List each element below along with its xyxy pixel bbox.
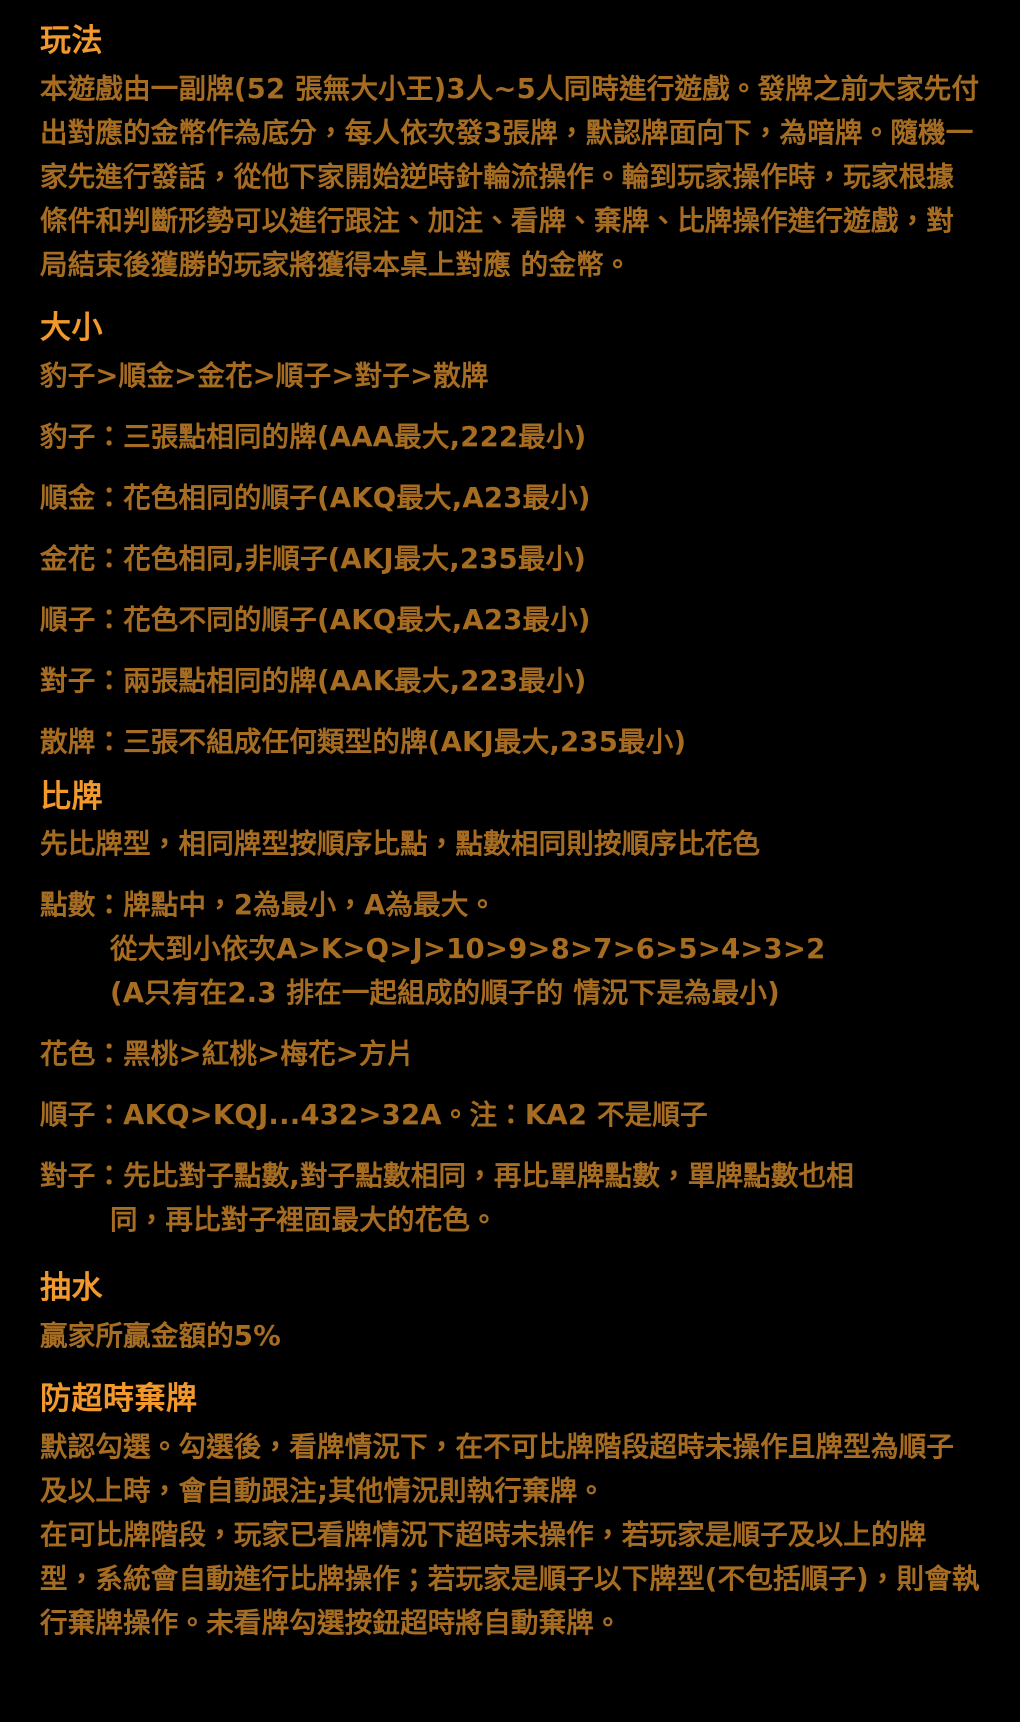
compare-pair-line-2: 同，再比對子裡面最大的花色。 <box>110 1204 498 1237</box>
section-heading-timeout-fold: 防超時棄牌 <box>40 1381 198 1417</box>
section-heading-compare: 比牌 <box>40 778 103 815</box>
section-heading-gameplay: 玩法 <box>40 23 103 59</box>
ranking-list: 豹子>順金>金花>順子>對子>散牌 豹子：三張點相同的牌(AAA最大,222最小… <box>40 354 980 764</box>
section-timeout-fold: 防超時棄牌 默認勾選。勾選後，看牌情況下，在不可比牌階段超時未操作且牌型為順子及… <box>40 1380 980 1645</box>
spacer <box>40 1362 980 1380</box>
ranking-item-flush: 金花：花色相同,非順子(AKJ最大,235最小) <box>40 542 587 575</box>
compare-points-note: (A只有在2.3 排在一起組成的順子的 情況下是為最小) <box>110 977 780 1010</box>
gameplay-paragraph: 本遊戲由一副牌(52 張無大小王)3人~5人同時進行遊戲。發牌之前大家先付出對應… <box>40 72 980 281</box>
compare-points-sequence: 從大到小依次A>K>Q>J>10>9>8>7>6>5>4>3>2 <box>110 933 826 966</box>
compare-intro-line: 先比牌型，相同牌型按順序比點，點數相同則按順序比花色 <box>40 828 761 861</box>
compare-pair-line-1: 對子：先比對子點數,對子點數相同，再比單牌點數，單牌點數也相 <box>40 1160 854 1193</box>
ranking-item-straight: 順子：花色不同的順子(AKQ最大,A23最小) <box>40 603 591 636</box>
section-gameplay: 玩法 本遊戲由一副牌(52 張無大小王)3人~5人同時進行遊戲。發牌之前大家先付… <box>40 22 980 287</box>
rake-line: 贏家所贏金額的5% <box>40 1320 281 1352</box>
section-ranking: 大小 豹子>順金>金花>順子>對子>散牌 豹子：三張點相同的牌(AAA最大,22… <box>40 309 980 764</box>
section-heading-ranking: 大小 <box>40 309 103 346</box>
ranking-item-straight-flush: 順金：花色相同的順子(AKQ最大,A23最小) <box>40 481 591 514</box>
compare-pair-block: 對子：先比對子點數,對子點數相同，再比單牌點數，單牌點數也相 同，再比對子裡面最… <box>40 1154 980 1242</box>
timeout-paragraph-2: 在可比牌階段，玩家已看牌情況下超時未操作，若玩家是順子及以上的牌型，系統會自動進… <box>40 1518 980 1639</box>
ranking-item-high-card: 散牌：三張不組成任何類型的牌(AKJ最大,235最小) <box>40 725 687 758</box>
compare-suit-line: 花色：黑桃>紅桃>梅花>方片 <box>40 1038 415 1071</box>
section-compare: 比牌 先比牌型，相同牌型按順序比點，點數相同則按順序比花色 點數：牌點中，2為最… <box>40 778 980 1243</box>
spacer <box>40 291 980 309</box>
section-rake: 抽水 贏家所贏金額的5% <box>40 1269 980 1358</box>
timeout-paragraph-1: 默認勾選。勾選後，看牌情況下，在不可比牌階段超時未操作且牌型為順子及以上時，會自… <box>40 1430 955 1507</box>
compare-straight-line: 順子：AKQ>KQJ...432>32A。注：KA2 不是順子 <box>40 1099 708 1132</box>
ranking-item-pair: 對子：兩張點相同的牌(AAK最大,223最小) <box>40 664 587 697</box>
ranking-order-line: 豹子>順金>金花>順子>對子>散牌 <box>40 359 489 392</box>
spacer <box>40 1259 980 1269</box>
section-heading-rake: 抽水 <box>40 1270 103 1307</box>
ranking-item-three-of-a-kind: 豹子：三張點相同的牌(AAA最大,222最小) <box>40 420 587 453</box>
compare-list: 先比牌型，相同牌型按順序比點，點數相同則按順序比花色 點數：牌點中，2為最小，A… <box>40 822 980 1242</box>
spacer <box>40 768 980 778</box>
compare-points-block: 點數：牌點中，2為最小，A為最大。 從大到小依次A>K>Q>J>10>9>8>7… <box>40 883 980 1015</box>
compare-points-label: 點數：牌點中，2為最小，A為最大。 <box>40 889 497 922</box>
